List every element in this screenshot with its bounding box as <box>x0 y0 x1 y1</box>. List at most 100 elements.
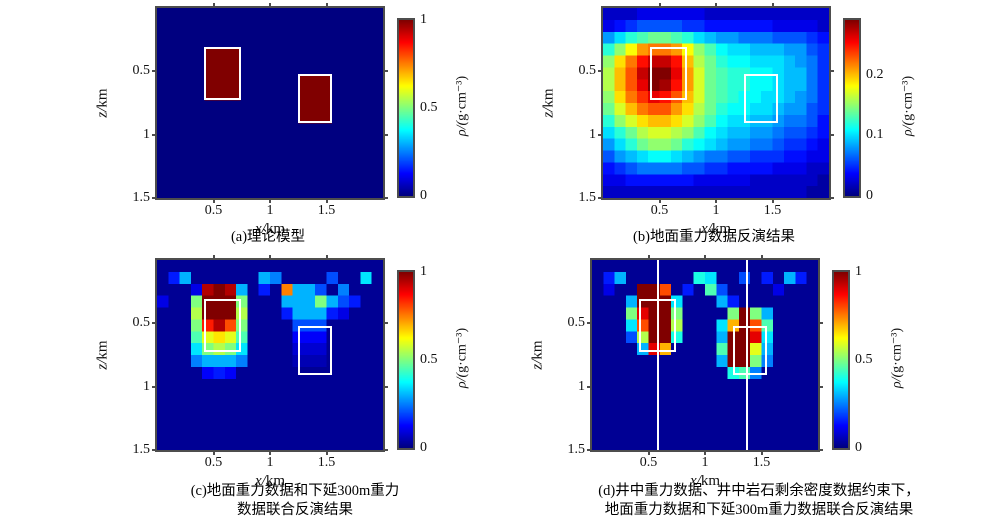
subplot-c: z/km 0.5 1 1.5 0.5 1 1.5 x/km 0 0.5 1 ρ/(g·cm⁻³… <box>95 255 470 518</box>
colorbar-label: ρ/(g·cm⁻³) <box>454 75 470 137</box>
x-tick-label: 1 <box>266 203 274 218</box>
colorbar: 0 0.5 1 <box>397 12 438 203</box>
colorbar-label: ρ/(g·cm⁻³) <box>900 75 916 137</box>
x-tick-label: 1 <box>701 455 709 470</box>
colorbar: 0 0.5 1 <box>397 264 438 455</box>
x-tick-mark <box>212 255 215 260</box>
subplot-d: z/km 0.5 1 1.5 0.5 1 1.5 x/km 0 0.5 1 ρ/(g·cm⁻³… <box>530 255 920 518</box>
z-tick-label: 0.5 <box>132 315 151 331</box>
colorbar-tick-label: 0 <box>855 440 862 455</box>
z-tick-mark <box>598 133 603 136</box>
colorbar-tick-label: 0 <box>420 440 427 455</box>
x-tick-label: 1 <box>266 455 274 470</box>
z-tick-mark <box>818 385 823 388</box>
x-tick-label: 0.5 <box>650 203 669 218</box>
x-tick-label: 0.5 <box>204 455 223 470</box>
z-tick-mark <box>383 197 388 199</box>
z-tick-mark <box>383 322 388 325</box>
x-tick-label: 1 <box>712 203 720 218</box>
model-outline-rect <box>744 73 779 124</box>
z-tick-mark <box>383 133 388 136</box>
z-tick-mark <box>383 385 388 388</box>
x-tick-mark <box>658 3 661 8</box>
x-tick-label: 1.5 <box>317 455 336 470</box>
z-tick-mark <box>598 70 603 73</box>
z-tick-label: 1.5 <box>132 190 151 205</box>
colorbar-canvas <box>399 272 413 448</box>
z-tick-label: 1 <box>143 378 150 394</box>
colorbar-label: ρ/(g·cm⁻³) <box>889 327 905 389</box>
subplot-caption: (c)地面重力数据和下延300m重力 数据联合反演结果 <box>190 483 400 519</box>
model-outline-rect <box>298 325 333 376</box>
colorbar-canvas <box>834 272 848 448</box>
colorbar: 0 0.5 1 <box>832 264 873 455</box>
x-tick-mark <box>269 3 271 8</box>
z-tick-mark <box>587 322 592 325</box>
colorbar-tick-label: 0 <box>420 188 427 203</box>
subplot-caption: (b)地面重力数据反演结果 <box>633 229 795 245</box>
colorbar-canvas <box>399 20 413 196</box>
z-tick-mark <box>598 197 603 199</box>
z-tick-mark <box>152 385 157 388</box>
z-tick-label: 0.5 <box>578 63 597 79</box>
model-outline-rect <box>204 299 241 353</box>
colorbar-tick-label: 1 <box>420 12 427 27</box>
z-tick-label: 1.5 <box>567 442 586 457</box>
x-tick-label: 1.5 <box>317 203 336 218</box>
colorbar-tick-label: 0.1 <box>866 127 884 143</box>
x-tick-mark <box>771 198 774 203</box>
model-outline-rect <box>733 325 768 376</box>
model-outline-rect <box>298 73 333 124</box>
x-tick-mark <box>269 255 271 260</box>
z-tick-mark <box>587 449 592 451</box>
model-outline-rect <box>650 47 687 101</box>
heatmap-canvas <box>603 8 829 198</box>
x-tick-mark <box>658 198 661 203</box>
x-tick-mark <box>212 450 215 455</box>
x-tick-mark <box>647 450 650 455</box>
heatmap-canvas <box>157 8 383 198</box>
y-axis-label: z/km <box>529 340 546 370</box>
colorbar-tick-label: 1 <box>855 264 862 279</box>
heatmap-canvas <box>157 260 383 450</box>
z-tick-mark <box>383 70 388 73</box>
colorbar: 0 0.1 0.2 <box>843 18 884 203</box>
x-tick-label: 1.5 <box>752 455 771 470</box>
x-tick-mark <box>325 255 328 260</box>
z-tick-mark <box>587 385 592 388</box>
colorbar-tick-label: 0.5 <box>420 100 438 115</box>
x-axis-label: x/km <box>255 221 285 237</box>
z-tick-mark <box>829 70 834 73</box>
z-tick-mark <box>152 449 157 451</box>
x-tick-mark <box>269 198 271 203</box>
subplot-b: z/km 0.5 1 1.5 0.5 1 1.5 x/km 0 0.1 0.2 ρ/(g·cm… <box>541 3 916 245</box>
colorbar-tick-label: 1 <box>420 264 427 279</box>
y-axis-label: z/km <box>94 88 111 118</box>
x-tick-mark <box>704 450 706 455</box>
subplot-caption: (d)井中重力数据、井中岩石剩余密度数据约束下， 地面重力数据和下延300m重力… <box>598 483 920 519</box>
z-tick-mark <box>818 322 823 325</box>
z-tick-mark <box>152 133 157 136</box>
borehole-line <box>656 260 659 450</box>
heatmap-plot-a: 0.5 1 1.5 0.5 1 1.5 <box>133 3 388 218</box>
z-tick-label: 0.5 <box>567 315 586 331</box>
heatmap-plot-b: 0.5 1 1.5 0.5 1 1.5 <box>579 3 834 218</box>
x-tick-mark <box>771 3 774 8</box>
x-tick-label: 0.5 <box>639 455 658 470</box>
x-tick-mark <box>212 3 215 8</box>
x-tick-mark <box>647 255 650 260</box>
x-tick-mark <box>704 255 706 260</box>
x-tick-label: 1.5 <box>763 203 782 218</box>
x-tick-mark <box>269 450 271 455</box>
x-tick-mark <box>760 255 763 260</box>
x-tick-mark <box>212 198 215 203</box>
x-tick-mark <box>325 198 328 203</box>
colorbar-tick-label: 0.2 <box>866 66 884 82</box>
colorbar-tick-label: 0 <box>866 188 873 203</box>
x-axis-label: x/km <box>690 473 720 489</box>
z-tick-label: 1 <box>589 126 596 142</box>
x-axis-label: x/km <box>255 473 285 489</box>
z-tick-mark <box>829 133 834 136</box>
x-tick-mark <box>325 450 328 455</box>
